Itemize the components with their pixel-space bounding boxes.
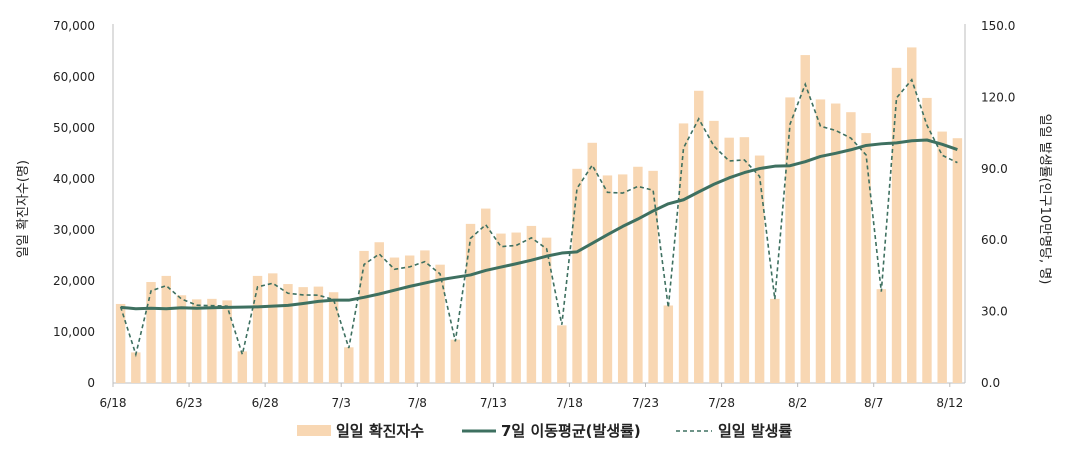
bar-daily-cases	[268, 273, 278, 383]
right-y-tick-labels: 0.0 30.0 60.0 90.0 120.0 150.0	[981, 19, 1015, 390]
bar-daily-cases	[557, 325, 567, 383]
bar-daily-cases	[861, 133, 871, 383]
bar-daily-cases	[344, 347, 354, 383]
x-tick-label: 8/7	[864, 396, 883, 410]
bar-daily-cases	[724, 137, 734, 383]
x-tick-label: 7/8	[408, 396, 427, 410]
bar-daily-cases	[678, 123, 689, 383]
bar-daily-cases	[131, 352, 141, 383]
bar-series-group	[115, 47, 963, 384]
bar-daily-cases	[481, 208, 491, 383]
bar-daily-cases	[161, 275, 171, 383]
bar-daily-cases	[541, 237, 552, 383]
x-tick-label: 6/28	[252, 396, 279, 410]
bar-daily-cases	[602, 175, 613, 383]
bar-daily-cases	[572, 168, 582, 383]
bar-daily-cases	[389, 257, 400, 383]
bar-daily-cases	[191, 299, 202, 383]
bar-daily-cases	[785, 97, 795, 384]
legend-label-moving-average: 7일 이동평균(발생률)	[501, 422, 641, 440]
bar-daily-cases	[115, 303, 126, 383]
legend-swatch-bars	[297, 425, 331, 436]
legend-label-bars: 일일 확진자수	[336, 422, 424, 440]
bar-daily-cases	[709, 120, 719, 384]
y2-tick-label: 120.0	[981, 90, 1015, 104]
bar-daily-cases	[222, 300, 232, 383]
x-tick-label: 7/13	[480, 396, 507, 410]
x-tick-label: 7/3	[332, 396, 351, 410]
bar-daily-cases	[146, 282, 156, 383]
y-tick-label: 70,000	[53, 19, 95, 33]
bar-daily-cases	[891, 67, 902, 383]
bar-daily-cases	[435, 264, 445, 383]
y-tick-label: 30,000	[53, 223, 95, 237]
bar-daily-cases	[815, 99, 826, 383]
bar-daily-cases	[207, 298, 217, 383]
y2-tick-label: 60.0	[981, 233, 1008, 247]
bar-daily-cases	[617, 174, 628, 383]
bar-daily-cases	[420, 250, 430, 383]
legend: 일일 확진자수 7일 이동평균(발생률) 일일 발생률	[297, 422, 792, 440]
bar-daily-cases	[450, 339, 461, 383]
bar-daily-cases	[526, 225, 537, 383]
bar-daily-cases	[359, 250, 369, 383]
bar-daily-cases	[739, 137, 750, 383]
bar-daily-cases	[800, 55, 810, 383]
y2-tick-label: 150.0	[981, 19, 1015, 33]
bar-daily-cases	[511, 232, 521, 383]
y-tick-label: 50,000	[53, 121, 95, 135]
bar-daily-cases	[922, 97, 932, 383]
x-tick-label: 7/23	[632, 396, 659, 410]
bar-daily-cases	[237, 351, 248, 383]
x-tick-label: 8/2	[788, 396, 807, 410]
line-moving-average	[120, 138, 958, 311]
bar-daily-cases	[313, 286, 324, 383]
x-tick-label: 7/28	[708, 396, 735, 410]
x-tick-label: 8/12	[936, 396, 963, 410]
bar-daily-cases	[283, 284, 293, 383]
bar-daily-cases	[496, 233, 506, 383]
bar-daily-cases	[252, 275, 263, 383]
bar-daily-cases	[830, 103, 841, 384]
left-y-tick-labels: 0 10,000 20,000 30,000 40,000 50,000 60,000 70,…	[53, 19, 95, 390]
y2-axis-title: 일일 발생률(인구10만명당, 명)	[1037, 114, 1052, 285]
x-tick-label: 7/18	[556, 396, 583, 410]
y2-tick-label: 30.0	[981, 305, 1008, 319]
bar-daily-cases	[937, 131, 947, 383]
y-tick-label: 40,000	[53, 172, 95, 186]
line-daily-rate	[119, 78, 958, 358]
y2-tick-label: 0.0	[981, 376, 1000, 390]
bar-daily-cases	[907, 47, 917, 384]
bar-daily-cases	[374, 242, 384, 383]
y-tick-label: 10,000	[53, 325, 95, 339]
bar-daily-cases	[465, 223, 476, 383]
bar-daily-cases	[328, 292, 339, 383]
x-tick-label: 6/18	[100, 396, 127, 410]
y-axis-title: 일일 확진자수(명)	[16, 160, 31, 258]
bar-daily-cases	[648, 170, 658, 383]
bar-daily-cases	[694, 90, 704, 384]
bar-daily-cases	[404, 255, 415, 383]
bar-daily-cases	[952, 138, 963, 383]
y-tick-label: 60,000	[53, 70, 95, 84]
y-tick-label: 20,000	[53, 274, 95, 288]
y2-tick-label: 90.0	[981, 162, 1008, 176]
bar-daily-cases	[846, 112, 856, 383]
bar-daily-cases	[633, 166, 643, 383]
y-tick-label: 0	[87, 376, 95, 390]
bar-daily-cases	[663, 305, 674, 383]
bar-daily-cases	[876, 289, 887, 383]
bar-daily-cases	[754, 155, 765, 383]
bar-daily-cases	[298, 287, 308, 383]
bar-daily-cases	[587, 142, 597, 383]
legend-label-daily-rate: 일일 발생률	[718, 422, 792, 440]
x-tick-label: 6/23	[176, 396, 203, 410]
bar-daily-cases	[770, 298, 780, 383]
x-tick-labels: 6/18 6/23 6/28 7/3 7/8 7/13 7/18 7/23 7/28 8/2 8/7…	[100, 383, 963, 410]
bar-daily-cases	[176, 295, 187, 383]
line-series-group	[119, 78, 958, 358]
